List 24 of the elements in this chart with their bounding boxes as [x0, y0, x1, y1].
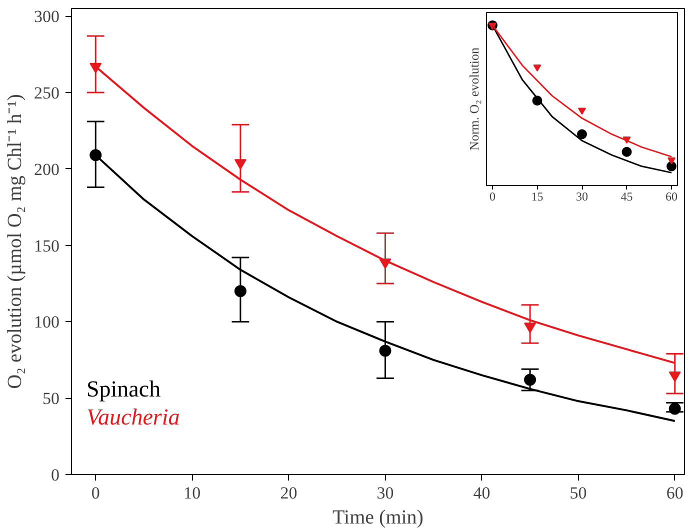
x-tick-label: 45: [620, 190, 633, 204]
x-axis-title: Time (min): [332, 506, 424, 528]
x-tick-label: 60: [666, 190, 678, 204]
y-axis-title: Norm. O₂ evolution: [466, 46, 482, 151]
y-tick-label: 50: [42, 389, 60, 408]
x-tick-label: 60: [666, 484, 684, 502]
x-tick-label: 30: [376, 484, 394, 502]
x-tick-label: 20: [280, 484, 298, 502]
y-tick-label: 200: [34, 160, 60, 179]
x-tick-label: 0: [489, 190, 496, 204]
y-tick-label: 150: [34, 236, 60, 256]
text: Vaucheria: [86, 404, 180, 430]
y-axis-title: O₂ evolution (µmol O₂ mg Chl⁻¹ h⁻¹): [4, 94, 26, 389]
x-tick-label: 10: [184, 484, 201, 502]
y-tick-label: 100: [34, 312, 60, 332]
y-tick-label: 250: [34, 84, 60, 103]
x-tick-label: 40: [473, 484, 490, 502]
x-tick-label: 30: [576, 190, 588, 204]
legend-label: Spinach: [86, 376, 162, 402]
y-tick-label: 0: [51, 466, 60, 484]
y-tick-label: 300: [34, 7, 60, 26]
x-tick-label: 15: [531, 190, 544, 204]
x-tick-label: 0: [91, 484, 100, 502]
x-tick-label: 50: [570, 484, 587, 502]
